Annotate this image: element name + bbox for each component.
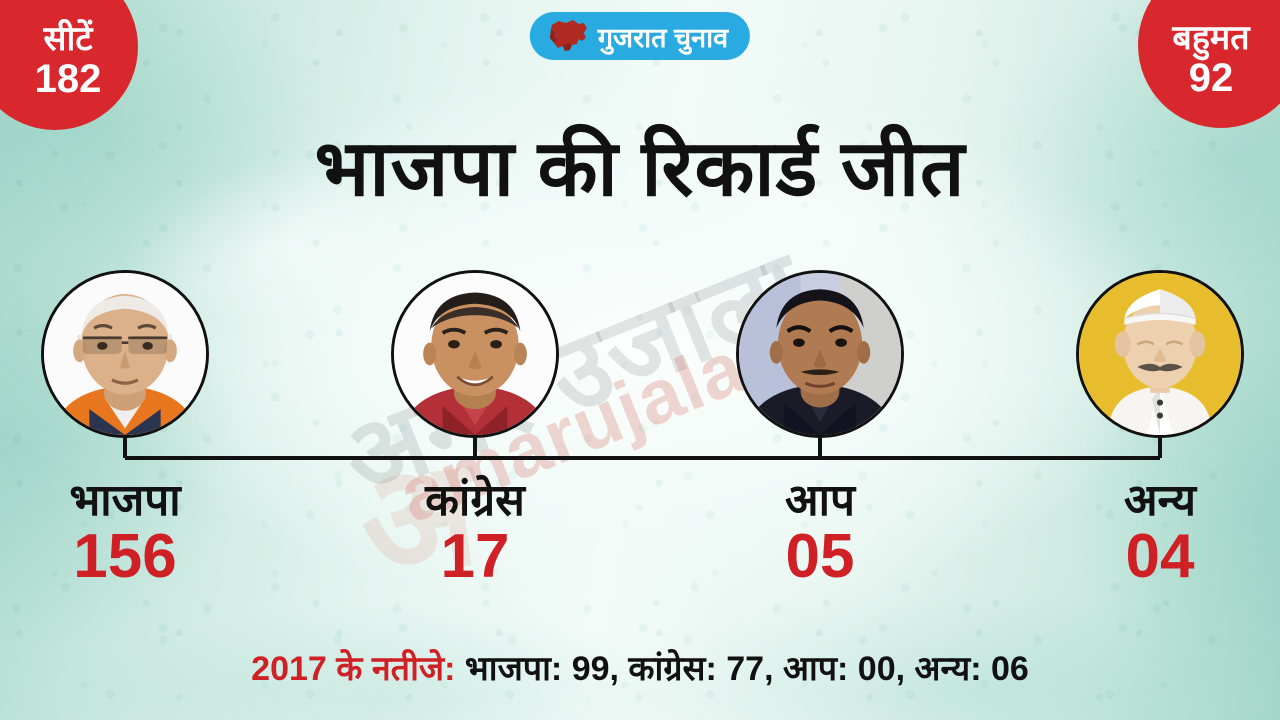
- party-name-label: भाजपा: [69, 476, 181, 525]
- portrait-others-generic: [1076, 270, 1244, 438]
- leader-portrait-row: [0, 270, 1280, 450]
- party-result-aap: आप 05: [705, 476, 935, 592]
- portrait-aap-leader: [736, 270, 904, 438]
- gujarat-map-icon: [546, 18, 590, 54]
- party-results-row: भाजपा 156 कांग्रेस 17 आप 05 अन्य 04: [0, 476, 1280, 618]
- previous-results-line: 2017 के नतीजे: भाजपा: 99, कांग्रेस: 77, …: [0, 644, 1280, 690]
- party-result-bjp: भाजपा 156: [10, 476, 240, 592]
- majority-mark-label: बहुमत: [1172, 19, 1250, 58]
- previous-results-label: 2017 के नतीजे:: [251, 650, 456, 688]
- party-name-label: कांग्रेस: [425, 476, 525, 525]
- party-name-label: आप: [785, 476, 855, 525]
- page-title: भाजपा की रिकार्ड जीत: [314, 124, 966, 212]
- party-result-others: अन्य 04: [1045, 476, 1275, 592]
- party-seat-count: 156: [73, 522, 177, 592]
- majority-mark-value: 92: [1188, 55, 1234, 100]
- total-seats-value: 182: [34, 56, 102, 101]
- portrait-congress-leader: [391, 270, 559, 438]
- party-seat-count: 17: [440, 522, 510, 592]
- party-result-congress: कांग्रेस 17: [360, 476, 590, 592]
- party-seat-count: 04: [1125, 522, 1195, 592]
- total-seats-label: सीटें: [43, 20, 93, 59]
- party-seat-count: 05: [785, 522, 855, 592]
- connector-bracket: [123, 438, 1162, 460]
- portrait-bjp-leader: [41, 270, 209, 438]
- election-brand-title: गुजरात चुनाव: [597, 22, 729, 53]
- election-brand-pill: गुजरात चुनाव: [529, 12, 751, 60]
- party-name-label: अन्य: [1123, 476, 1197, 525]
- previous-results-values: भाजपा: 99, कांग्रेस: 77, आप: 00, अन्य: 0…: [464, 650, 1029, 688]
